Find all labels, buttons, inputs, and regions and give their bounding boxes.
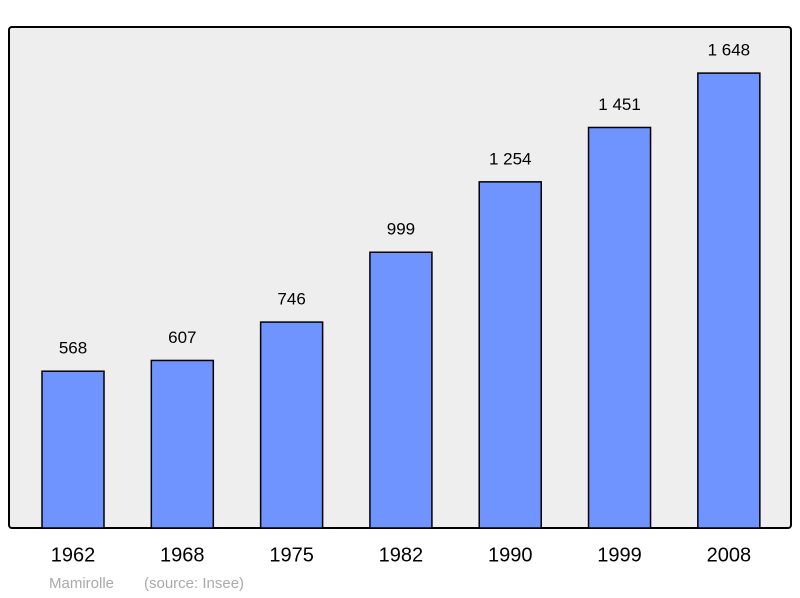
x-tick-label: 1975 xyxy=(269,544,314,566)
value-label: 999 xyxy=(387,220,415,239)
bar xyxy=(150,359,215,529)
value-label: 1 254 xyxy=(489,149,532,168)
value-label: 607 xyxy=(168,328,196,347)
bar xyxy=(259,321,324,529)
x-tick-label: 1999 xyxy=(597,544,642,566)
x-tick-label: 1968 xyxy=(160,544,205,566)
x-tick-label: 1990 xyxy=(488,544,533,566)
bar xyxy=(587,126,652,529)
bar xyxy=(478,181,542,529)
x-tick-label: 1962 xyxy=(51,544,96,566)
x-tick-label: 2008 xyxy=(707,544,752,566)
bar xyxy=(369,251,433,529)
bar xyxy=(697,72,761,529)
chart-subtitle: Mamirolle xyxy=(49,575,114,592)
value-label: 746 xyxy=(277,290,305,309)
value-label: 1 648 xyxy=(708,41,751,60)
value-label: 568 xyxy=(59,339,87,358)
value-label: 1 451 xyxy=(598,95,641,114)
chart-source: (source: Insee) xyxy=(144,575,244,592)
bar xyxy=(41,370,105,529)
x-tick-label: 1982 xyxy=(379,544,424,566)
